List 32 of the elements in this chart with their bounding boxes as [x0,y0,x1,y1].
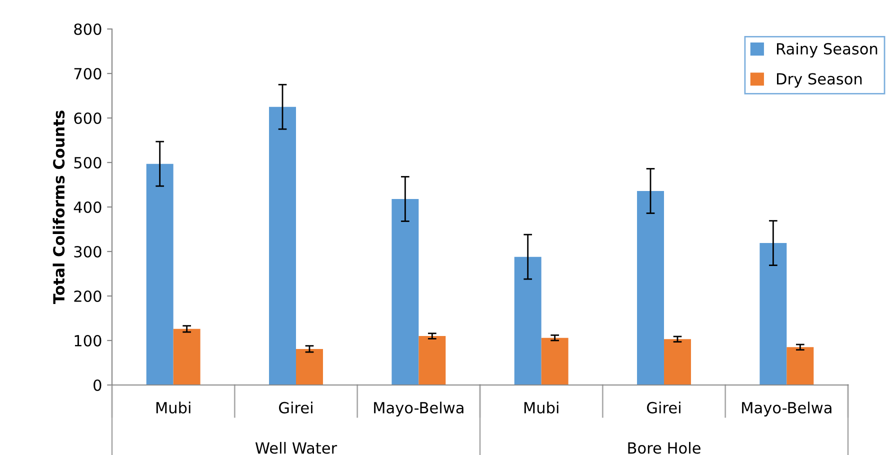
bar [392,198,419,385]
bar [418,336,446,385]
y-tick-label: 700 [74,68,102,80]
bar [786,347,814,385]
y-tick-label: 400 [74,201,102,214]
y-tick-label: 200 [74,290,102,302]
x-tick-label: Mubi [524,402,558,414]
text: Bore Hole [628,442,700,454]
bar [760,243,787,385]
x-tick-label: Girei [647,402,680,414]
bar [637,190,664,385]
x-tick-label: Mayo-Belwa [374,402,464,416]
x-tick-label: Mayo-Belwa [742,402,832,416]
y-tick-label: 500 [74,156,102,169]
bar [664,339,691,385]
bar [514,256,542,385]
text: Well Water [255,442,338,454]
bar [146,164,174,385]
legend-label: Dry Season [777,73,862,88]
bar [173,328,200,385]
y-tick-label: 100 [74,334,102,347]
bar [541,338,568,385]
bar [296,348,323,385]
y-tick-label: 600 [74,112,102,124]
x-tick-label: Girei [279,402,312,414]
x-tick-label: Mubi [156,402,190,414]
y-tick-label: 300 [74,246,102,258]
y-axis-title: Total Coliforms Counts [52,110,65,304]
y-tick-label: 0 [94,379,102,392]
bar [269,106,296,385]
legend-label: Rainy Season [777,42,878,58]
y-tick-label: 800 [74,23,102,36]
